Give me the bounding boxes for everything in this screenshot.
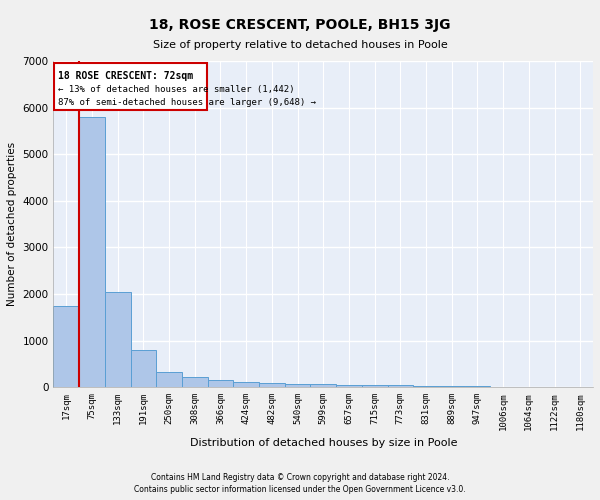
Bar [105, 292, 131, 387]
Bar [362, 385, 388, 387]
Bar [516, 386, 542, 387]
Text: Contains public sector information licensed under the Open Government Licence v3: Contains public sector information licen… [134, 485, 466, 494]
Bar [310, 384, 336, 387]
Text: 18, ROSE CRESCENT, POOLE, BH15 3JG: 18, ROSE CRESCENT, POOLE, BH15 3JG [149, 18, 451, 32]
Bar [439, 386, 464, 387]
Bar [336, 384, 362, 387]
FancyBboxPatch shape [54, 64, 207, 110]
Text: 18 ROSE CRESCENT: 72sqm: 18 ROSE CRESCENT: 72sqm [58, 71, 193, 81]
X-axis label: Distribution of detached houses by size in Poole: Distribution of detached houses by size … [190, 438, 457, 448]
Text: Contains HM Land Registry data © Crown copyright and database right 2024.: Contains HM Land Registry data © Crown c… [151, 472, 449, 482]
Bar [182, 377, 208, 387]
Text: Size of property relative to detached houses in Poole: Size of property relative to detached ho… [152, 40, 448, 50]
Bar [259, 382, 285, 387]
Text: 87% of semi-detached houses are larger (9,648) →: 87% of semi-detached houses are larger (… [58, 98, 316, 108]
Bar [464, 386, 490, 387]
Bar [131, 350, 156, 387]
Bar [285, 384, 310, 387]
Y-axis label: Number of detached properties: Number of detached properties [7, 142, 17, 306]
Bar [233, 382, 259, 387]
Text: ← 13% of detached houses are smaller (1,442): ← 13% of detached houses are smaller (1,… [58, 86, 295, 94]
Bar [208, 380, 233, 387]
Bar [79, 117, 105, 387]
Bar [53, 306, 79, 387]
Bar [413, 386, 439, 387]
Bar [156, 372, 182, 387]
Bar [490, 386, 516, 387]
Bar [388, 386, 413, 387]
